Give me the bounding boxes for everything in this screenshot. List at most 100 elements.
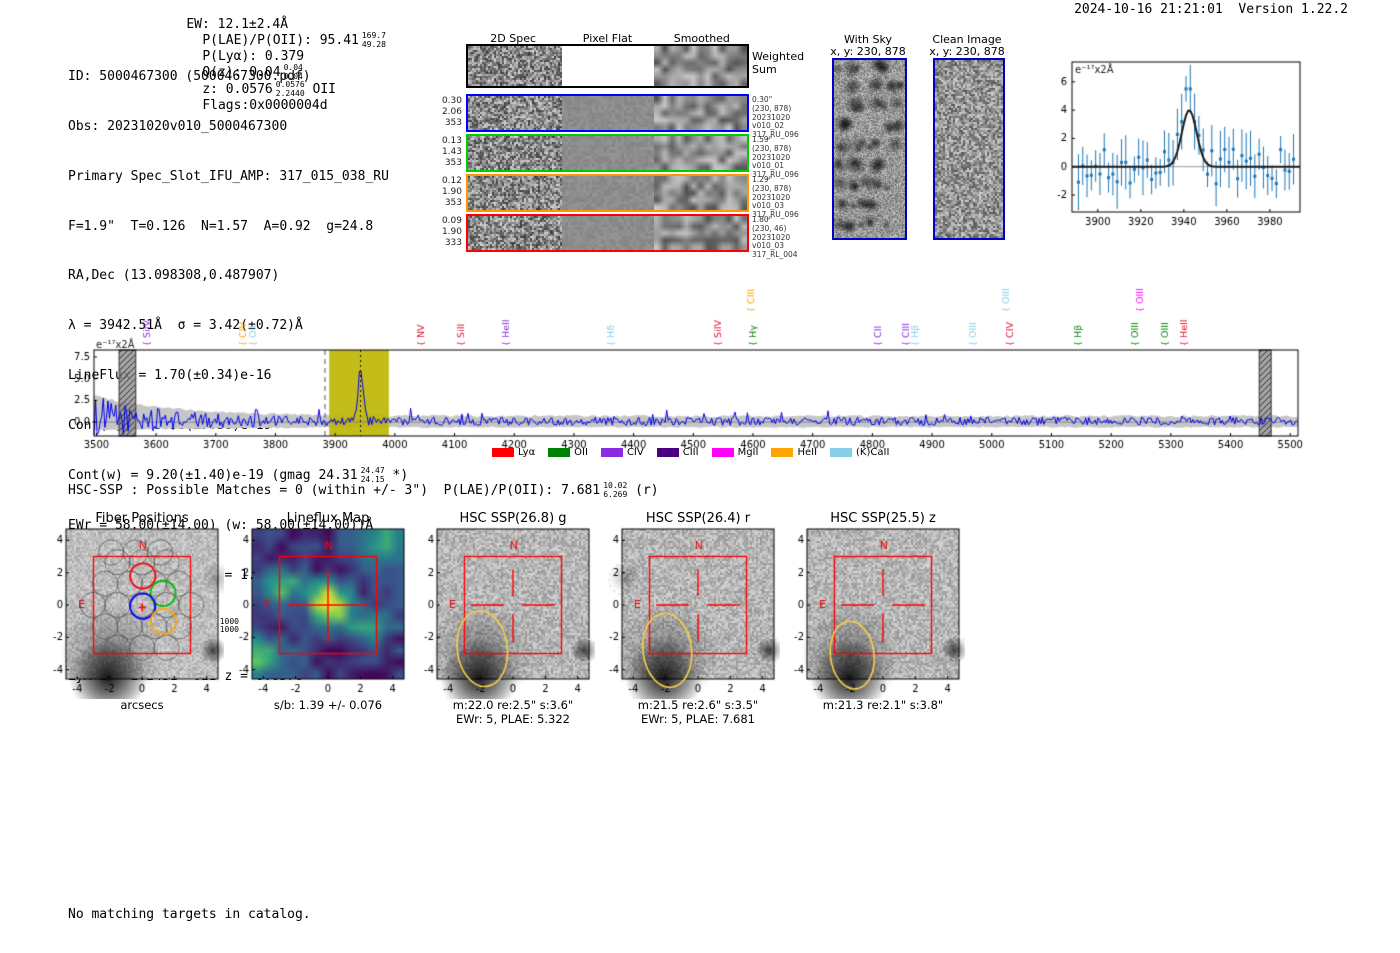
footer-line-1: No matching targets in catalog. bbox=[68, 907, 311, 922]
twod-column-headers: 2D Spec Pixel Flat Smoothed bbox=[466, 32, 749, 45]
legend-label: (K)CaII bbox=[856, 447, 890, 458]
xlabel-lineflux: s/b: 1.39 +/- 0.076 bbox=[273, 698, 383, 712]
twod-cell-2-1 bbox=[562, 136, 654, 170]
legend-item-(K)CaII: (K)CaII bbox=[830, 447, 889, 458]
legend-item-OII: OII bbox=[548, 447, 588, 458]
panel-title-hsc-g: HSC SSP(26.8) g bbox=[459, 511, 567, 526]
col-pixelflat: Pixel Flat bbox=[582, 32, 633, 45]
xlabel-hsc-g: m:22.0 re:2.5" s:3.6" bbox=[452, 698, 574, 712]
twod-right-label-1: 0.30" (230, 878) 20231020 v010_02 317_RU… bbox=[752, 95, 799, 140]
twod-right-label-4: 1.80" (230, 46) 20231020 v010_03 317_RL_… bbox=[752, 215, 798, 260]
twod-cell-4-1 bbox=[562, 216, 654, 250]
legend-item-Lyα: Lyα bbox=[492, 447, 535, 458]
twod-right-label-2: 1.59" (230, 878) 20231020 v010_01 317_RU… bbox=[752, 135, 799, 180]
footer-notes: No matching targets in catalog. Row inte… bbox=[68, 876, 311, 953]
twod-cell-1-0 bbox=[468, 96, 562, 130]
legend-label: CIV bbox=[626, 447, 644, 458]
gmag-hi-lo: 24.47 24.15 bbox=[360, 466, 385, 484]
header-ew: EW: 12.1±2.4Å bbox=[186, 17, 289, 32]
legend-label: MgII bbox=[737, 447, 759, 458]
full-spectrum-plot bbox=[58, 264, 1308, 450]
legend-label: OII bbox=[574, 447, 588, 458]
col-smoothed: Smoothed bbox=[673, 32, 730, 45]
twod-cell-3-2 bbox=[654, 176, 747, 210]
twod-cell-0-1 bbox=[562, 46, 654, 86]
header-plae-ratio: P(LAE)/P(OII): 95.41 169.7 49.28 bbox=[202, 31, 386, 49]
hsc-z-panel bbox=[781, 527, 965, 699]
legend-swatch bbox=[830, 448, 853, 457]
info-primary: Primary Spec_Slot_IFU_AMP: 317_015_038_R… bbox=[68, 168, 389, 184]
clean-image bbox=[933, 58, 1005, 240]
twod-left-label-2: 0.13 1.43 353 bbox=[441, 136, 462, 168]
plae-hi-lo: 169.7 49.28 bbox=[361, 31, 386, 49]
xlabel-hsc-z: m:21.3 re:2.1" s:3.8" bbox=[822, 698, 944, 712]
panel-title-hsc-z: HSC SSP(25.5) z bbox=[830, 511, 936, 526]
header-z: z: 0.0576 0.0576 2.2440 OII bbox=[202, 80, 336, 98]
twod-right-label-0: Weighted Sum bbox=[752, 50, 805, 76]
header-plya: P(Lyα): 0.379 bbox=[202, 49, 305, 64]
clean-image-title: Clean Image x, y: 230, 878 bbox=[929, 33, 1005, 58]
twod-cell-3-1 bbox=[562, 176, 654, 210]
spectrum-legend: Lyα OII CIV CIII MgII HeII (K)CaII bbox=[492, 447, 889, 458]
hsc-r-panel bbox=[596, 527, 780, 699]
legend-swatch bbox=[656, 448, 679, 457]
legend-swatch bbox=[548, 448, 571, 457]
legend-item-CIII: CIII bbox=[656, 447, 699, 458]
legend-label: HeII bbox=[797, 447, 818, 458]
legend-swatch bbox=[711, 448, 734, 457]
twod-cell-1-1 bbox=[562, 96, 654, 130]
twod-row-3 bbox=[466, 174, 749, 212]
col-2dspec: 2D Spec bbox=[490, 32, 537, 45]
twod-row-2 bbox=[466, 134, 749, 172]
header-flags: Flags:0x0000004d bbox=[202, 98, 328, 113]
twod-cell-0-2 bbox=[654, 46, 747, 86]
legend-swatch bbox=[492, 448, 514, 457]
twod-cell-3-0 bbox=[468, 176, 562, 210]
legend-swatch bbox=[771, 448, 794, 457]
twod-left-label-1: 0.30 2.06 353 bbox=[441, 96, 462, 128]
lineflux-map-panel bbox=[226, 527, 410, 699]
legend-item-MgII: MgII bbox=[711, 447, 759, 458]
twod-left-label-3: 0.12 1.90 353 bbox=[441, 176, 462, 208]
twod-cell-1-2 bbox=[654, 96, 747, 130]
sub-hsc-r: EWr: 5, PLAE: 7.681 bbox=[641, 712, 755, 726]
xlabel-hsc-r: m:21.5 re:2.6" s:3.5" bbox=[637, 698, 759, 712]
panel-title-hsc-r: HSC SSP(26.4) r bbox=[645, 511, 751, 526]
qz-hi-lo: 0.04 0.04 bbox=[283, 63, 303, 81]
hsc-match-line: HSC-SSP : Possible Matches = 0 (within +… bbox=[68, 481, 659, 499]
z-hi-lo: 0.0576 2.2440 bbox=[275, 80, 305, 98]
with-sky-image bbox=[832, 58, 907, 240]
panel-title-fibers: Fiber Positions bbox=[95, 511, 189, 526]
xlabel-fibers: arcsecs bbox=[120, 698, 164, 712]
hsc-plae-hi-lo: 10.02 6.269 bbox=[603, 481, 628, 499]
info-contw: Cont(w) = 9.20(±1.40)e-19 (gmag 24.31 24.… bbox=[68, 466, 409, 484]
hsc-g-panel bbox=[411, 527, 595, 699]
twod-cell-0-0 bbox=[468, 46, 562, 86]
header-datetime: 2024-10-16 21:21:01 Version 1.22.2 bbox=[1074, 2, 1348, 17]
fiber-positions-panel bbox=[40, 527, 224, 699]
twod-row-4 bbox=[466, 214, 749, 252]
sub-hsc-g: EWr: 5, PLAE: 5.322 bbox=[456, 712, 570, 726]
legend-item-HeII: HeII bbox=[771, 447, 817, 458]
legend-swatch bbox=[600, 448, 623, 457]
twod-right-label-3: 1.29" (230, 878) 20231020 v010_03 317_RU… bbox=[752, 175, 799, 220]
legend-label: CIII bbox=[682, 447, 699, 458]
twod-cell-2-0 bbox=[468, 136, 562, 170]
twod-cell-4-0 bbox=[468, 216, 562, 250]
legend-item-CIV: CIV bbox=[600, 447, 644, 458]
info-id: ID: 5000467300 (5000467300.pdf) bbox=[68, 69, 311, 85]
header-qz: Q(z): 0.04 0.04 0.04 bbox=[202, 63, 303, 81]
with-sky-title: With Sky x, y: 230, 878 bbox=[830, 33, 906, 58]
legend-label: Lyα bbox=[518, 447, 536, 458]
twod-row-1 bbox=[466, 94, 749, 132]
info-obs: Obs: 20231020v010_5000467300 bbox=[68, 118, 288, 134]
twod-left-label-4: 0.09 1.90 333 bbox=[441, 216, 462, 248]
line-fit-plot bbox=[1038, 50, 1310, 238]
twod-cell-2-2 bbox=[654, 136, 747, 170]
twod-cell-4-2 bbox=[654, 216, 747, 250]
header-line: EW: 12.1±2.4Å P(LAE)/P(OII): 95.41 169.7 4… bbox=[155, 2, 386, 128]
twod-row-0 bbox=[466, 44, 749, 88]
info-seeing: F=1.9" T=0.126 N=1.57 A=0.92 g=24.8 bbox=[68, 218, 374, 234]
panel-title-lineflux: Lineflux Map bbox=[286, 511, 370, 526]
